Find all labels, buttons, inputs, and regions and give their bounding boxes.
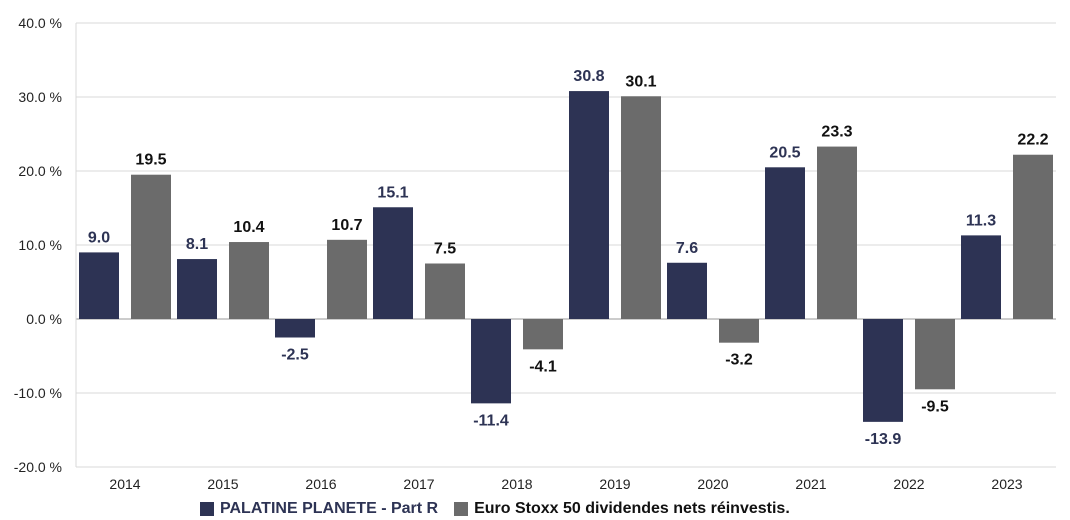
- legend: PALATINE PLANETE - Part R Euro Stoxx 50 …: [200, 500, 806, 518]
- bar-series-2: [915, 319, 955, 390]
- bar-series-1: [667, 262, 707, 319]
- bar-series-2: [1013, 154, 1053, 319]
- data-label-series-2: 19.5: [135, 152, 166, 169]
- x-tick-label: 2017: [403, 476, 434, 492]
- y-axis-ticks: -20.0 % -10.0 % 0.0 % 10.0 % 20.0 % 30.0 % 40.…: [14, 15, 62, 475]
- x-tick-label: 2018: [501, 476, 532, 492]
- bar-series-2: [327, 239, 367, 319]
- y-tick-label: -10.0 %: [14, 385, 62, 401]
- bar-series-2: [229, 242, 269, 319]
- data-label-series-1: 15.1: [377, 184, 408, 201]
- data-label-series-2: 22.2: [1017, 132, 1048, 149]
- bar-series-1: [471, 319, 511, 404]
- x-tick-label: 2020: [697, 476, 728, 492]
- y-tick-label: 20.0 %: [18, 163, 62, 179]
- x-tick-label: 2022: [893, 476, 924, 492]
- data-label-series-1: -11.4: [473, 412, 509, 429]
- data-label-series-2: 7.5: [434, 241, 456, 258]
- data-label-series-1: 11.3: [966, 212, 996, 229]
- bar-series-1: [79, 252, 119, 319]
- data-label-series-1: -13.9: [865, 431, 902, 448]
- y-tick-label: -20.0 %: [14, 459, 62, 475]
- x-axis-ticks: 2014 2015 2016 2017 2018 2019 2020 2021 2022 2023: [109, 476, 1022, 492]
- data-label-series-2: -3.2: [725, 352, 753, 369]
- bars: [79, 91, 1053, 422]
- y-tick-label: 10.0 %: [18, 237, 62, 253]
- y-tick-label: 30.0 %: [18, 89, 62, 105]
- x-tick-label: 2015: [207, 476, 238, 492]
- bar-series-1: [569, 91, 609, 319]
- legend-item-series-2: Euro Stoxx 50 dividendes nets réinvestis…: [454, 500, 790, 518]
- data-label-series-1: 20.5: [769, 144, 800, 161]
- bar-series-1: [177, 259, 217, 319]
- bar-series-1: [275, 319, 315, 338]
- bar-series-1: [863, 319, 903, 422]
- bar-series-1: [765, 167, 805, 319]
- data-label-series-2: -4.1: [529, 358, 557, 375]
- bar-series-2: [131, 174, 171, 319]
- data-label-series-1: 9.0: [88, 229, 110, 246]
- x-tick-label: 2021: [795, 476, 826, 492]
- data-label-series-2: 10.4: [233, 219, 264, 236]
- data-label-series-1: 30.8: [573, 68, 604, 85]
- x-tick-label: 2019: [599, 476, 630, 492]
- legend-item-series-1: PALATINE PLANETE - Part R: [200, 500, 438, 518]
- y-tick-label: 0.0 %: [26, 311, 62, 327]
- data-labels: 9.0 19.5 8.1 10.4 -2.5 10.7 15.1 7.5 -11.4 -4.1 30…: [88, 68, 1049, 448]
- bar-series-1: [961, 235, 1001, 319]
- bar-series-2: [523, 319, 563, 350]
- bar-series-2: [621, 96, 661, 319]
- legend-label-series-2: Euro Stoxx 50 dividendes nets réinvestis…: [474, 500, 790, 517]
- x-tick-label: 2016: [305, 476, 336, 492]
- legend-swatch-series-2: [454, 502, 469, 516]
- data-label-series-2: 23.3: [821, 124, 852, 141]
- bar-series-2: [817, 146, 857, 319]
- bar-series-2: [719, 319, 759, 343]
- x-tick-label: 2023: [991, 476, 1022, 492]
- legend-swatch-series-1: [200, 502, 214, 516]
- data-label-series-2: -9.5: [921, 398, 949, 415]
- y-tick-label: 40.0 %: [18, 15, 62, 31]
- data-label-series-1: -2.5: [281, 347, 309, 364]
- bar-series-2: [425, 263, 465, 319]
- legend-label-series-1: PALATINE PLANETE - Part R: [220, 500, 439, 517]
- gridlines: [75, 22, 1056, 468]
- data-label-series-2: 30.1: [625, 73, 656, 90]
- data-label-series-1: 7.6: [676, 240, 698, 257]
- x-tick-label: 2014: [109, 476, 140, 492]
- bar-chart: -20.0 % -10.0 % 0.0 % 10.0 % 20.0 % 30.0 % 40.…: [14, 15, 1056, 492]
- data-label-series-1: 8.1: [186, 236, 208, 253]
- data-label-series-2: 10.7: [331, 217, 362, 234]
- bar-series-1: [373, 207, 413, 319]
